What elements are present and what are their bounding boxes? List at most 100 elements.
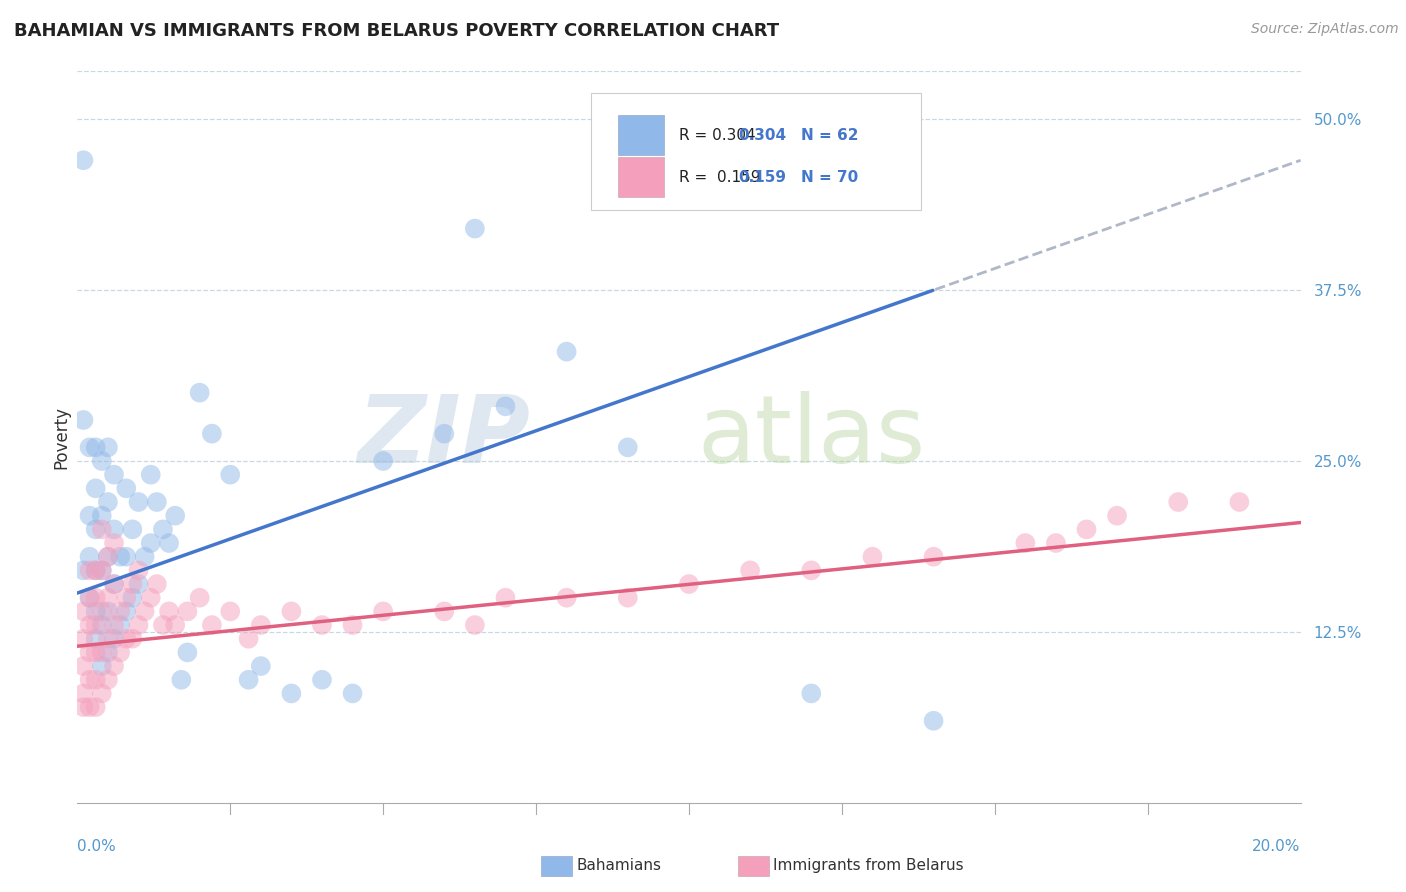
Point: [115, 632, 138, 646]
Point: [103, 577, 125, 591]
Point: [152, 522, 174, 536]
Point: [103, 522, 125, 536]
Text: 20.0%: 20.0%: [1253, 839, 1301, 855]
Point: [108, 549, 131, 564]
Point: [97, 549, 120, 564]
Point: [103, 536, 125, 550]
Point: [79, 673, 101, 687]
Point: [115, 481, 138, 495]
Point: [127, 577, 149, 591]
Point: [157, 536, 180, 550]
Point: [134, 549, 156, 564]
Point: [1076, 522, 1098, 536]
Text: 0.0%: 0.0%: [77, 839, 117, 855]
Text: R =  0.159: R = 0.159: [679, 169, 761, 185]
Point: [800, 563, 823, 577]
Point: [84, 563, 107, 577]
Point: [121, 632, 143, 646]
Point: [90, 618, 112, 632]
Point: [139, 467, 162, 482]
Point: [84, 700, 107, 714]
Point: [84, 522, 107, 536]
Point: [103, 467, 125, 482]
Point: [121, 591, 143, 605]
Point: [103, 632, 125, 646]
FancyBboxPatch shape: [619, 157, 665, 197]
Point: [84, 673, 107, 687]
Point: [617, 591, 640, 605]
Point: [188, 385, 211, 400]
Point: [176, 645, 198, 659]
FancyBboxPatch shape: [591, 94, 921, 211]
Point: [134, 604, 156, 618]
Point: [464, 221, 486, 235]
Point: [922, 549, 945, 564]
Point: [103, 659, 125, 673]
Point: [97, 632, 120, 646]
Point: [127, 495, 149, 509]
Point: [201, 426, 224, 441]
Point: [371, 604, 394, 618]
Point: [433, 604, 456, 618]
Point: [740, 563, 762, 577]
Text: N = 70: N = 70: [801, 169, 859, 185]
Point: [165, 508, 187, 523]
Text: Immigrants from Belarus: Immigrants from Belarus: [773, 858, 965, 872]
Point: [371, 454, 394, 468]
Point: [72, 632, 94, 646]
Point: [146, 577, 169, 591]
Point: [90, 454, 112, 468]
Point: [84, 563, 107, 577]
Point: [146, 495, 169, 509]
Point: [139, 591, 162, 605]
Point: [800, 686, 823, 700]
Point: [108, 604, 131, 618]
Point: [97, 645, 120, 659]
Point: [176, 604, 198, 618]
Point: [90, 686, 112, 700]
Point: [79, 645, 101, 659]
Text: R = 0.304: R = 0.304: [679, 128, 756, 144]
Point: [555, 344, 578, 359]
Point: [678, 167, 700, 181]
Point: [108, 645, 131, 659]
Point: [1167, 495, 1189, 509]
Text: 0.304: 0.304: [738, 128, 786, 144]
Point: [97, 495, 120, 509]
Point: [79, 549, 101, 564]
Point: [84, 591, 107, 605]
Point: [84, 481, 107, 495]
Point: [97, 591, 120, 605]
Point: [90, 645, 112, 659]
Point: [152, 618, 174, 632]
Point: [862, 549, 884, 564]
Point: [115, 591, 138, 605]
Point: [121, 577, 143, 591]
Point: [342, 686, 364, 700]
Point: [617, 440, 640, 454]
Point: [97, 549, 120, 564]
Point: [280, 686, 302, 700]
Point: [79, 508, 101, 523]
Point: [90, 604, 112, 618]
Point: [157, 604, 180, 618]
Point: [311, 618, 333, 632]
Point: [165, 618, 187, 632]
Point: [84, 604, 107, 618]
Point: [115, 604, 138, 618]
Point: [84, 632, 107, 646]
Point: [1014, 536, 1036, 550]
Point: [72, 686, 94, 700]
Point: [464, 618, 486, 632]
Point: [79, 591, 101, 605]
Point: [342, 618, 364, 632]
Point: [72, 413, 94, 427]
Point: [127, 618, 149, 632]
Point: [250, 659, 273, 673]
Point: [79, 440, 101, 454]
Point: [90, 659, 112, 673]
Point: [170, 673, 193, 687]
Point: [97, 440, 120, 454]
Point: [79, 563, 101, 577]
Point: [79, 618, 101, 632]
